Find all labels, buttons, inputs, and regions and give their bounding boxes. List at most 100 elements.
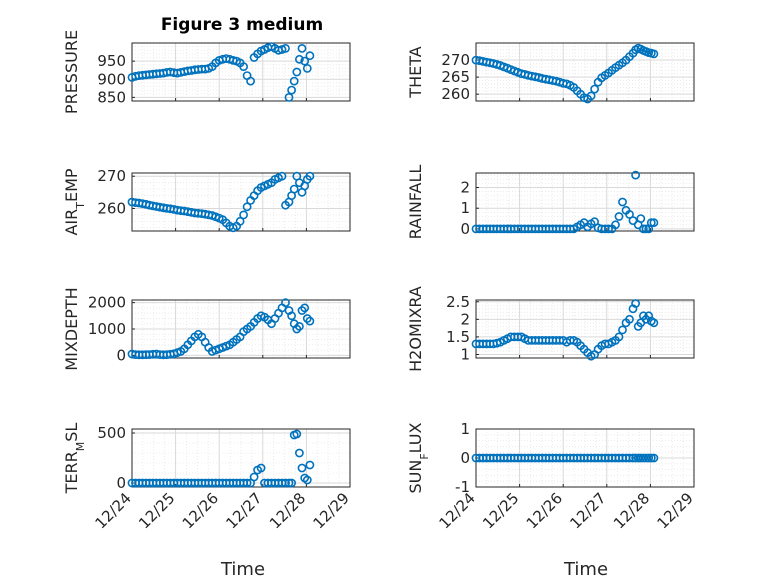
data-point [284,93,294,102]
data-point [611,220,620,230]
data-point [281,44,290,53]
y-tick-label: 2000 [88,294,126,312]
data-point [625,453,634,463]
y-tick-label: 2 [460,179,470,197]
figure-title: Figure 3 medium [161,15,323,35]
y-tick-label: 0 [116,346,126,364]
y-axis-label: THETA [406,46,425,98]
data-point [305,51,315,61]
y-axis-label: PRESSURE [62,30,81,114]
data-point [297,463,307,473]
data-point [636,214,646,223]
data-point [256,463,266,473]
y-tick-label: 900 [97,70,126,88]
x-tick-label: 12/26 [523,489,566,532]
y-tick-label: 500 [97,424,126,442]
data-point [305,171,315,181]
data-point [300,303,310,313]
axes-frame [131,42,351,102]
axes-box [131,428,351,488]
x-tick-label: 12/26 [179,489,222,532]
y-tick-label: 950 [97,52,126,70]
data-point [614,332,624,342]
x-tick-label: 12/28 [610,489,653,532]
data-point [646,453,656,463]
y-tick-label: 260 [97,199,126,217]
subplot-mixdepth: 0 1000 2000 MIXDEPTH [62,287,351,371]
data-point [239,210,248,220]
data-point [302,314,312,323]
y-tick-label: 1000 [88,320,126,338]
axes-box [475,172,695,232]
x-tick-label: 12/27 [222,489,265,532]
data-point [294,54,304,64]
data-point [649,218,659,228]
y-axis-label: MIXDEPTH [62,287,81,370]
data-point [305,460,315,470]
data-point [297,44,307,53]
x-tick-label: 12/25 [479,489,522,532]
data-point [649,318,659,328]
y-tick-label: 270 [441,51,470,69]
y-axis-label: TERRMSL [62,423,87,495]
axes-frame [475,172,695,232]
y-axis-label: H2OMIXRA [406,286,425,372]
data-point [631,170,640,180]
x-tick-label: 12/29 [310,489,353,532]
y-tick-label: 1.5 [446,328,470,346]
data-point [277,171,287,181]
data-point [281,478,290,488]
data-point [641,224,651,234]
data-point [614,212,624,221]
data-point [294,321,304,331]
data-point [249,472,259,482]
data-point [649,453,659,463]
data-point [618,197,627,207]
y-tick-label: 1 [460,345,470,363]
subplot-rainfall: 0 1 2 RAINFALL [406,165,695,239]
data-point [281,298,290,307]
y-tick-label: 265 [441,68,470,86]
x-tick-label: 12/27 [566,489,609,532]
y-tick-label: 260 [441,85,470,103]
axes-frame [475,299,695,359]
data-point [242,478,252,488]
data-point [586,91,596,101]
y-axis-label: AIRTEMP [62,168,87,235]
data-point [631,299,640,308]
y-axis-label: SUNFLUX [406,422,431,493]
y-tick-label: 850 [97,88,126,106]
data-point [625,314,634,324]
data-point [649,49,659,59]
data-point [242,202,252,212]
data-point [644,453,654,463]
x-tick-label: 12/28 [266,489,309,532]
data-point [604,224,613,234]
data-point [246,76,255,86]
data-point [292,429,302,439]
data-point [300,56,310,66]
data-point [239,62,248,71]
data-point [639,224,648,234]
x-axis-label-right: Time [563,559,608,580]
data-point [618,325,627,335]
subplot-h2omixra: 11.522.5 H2OMIXRA [406,286,695,372]
data-point [289,76,299,86]
data-point [302,64,312,73]
y-tick-label: 0 [460,220,470,238]
data-point [302,475,312,485]
data-point [292,67,302,77]
y-tick-label: 2 [460,310,470,328]
data-point [287,311,296,321]
data-point [235,216,245,226]
data-point [287,85,296,95]
data-point [646,218,656,228]
subplot-air-emp: 260 270 AIRTEMP [62,167,351,236]
y-tick-label: 1 [460,420,470,438]
